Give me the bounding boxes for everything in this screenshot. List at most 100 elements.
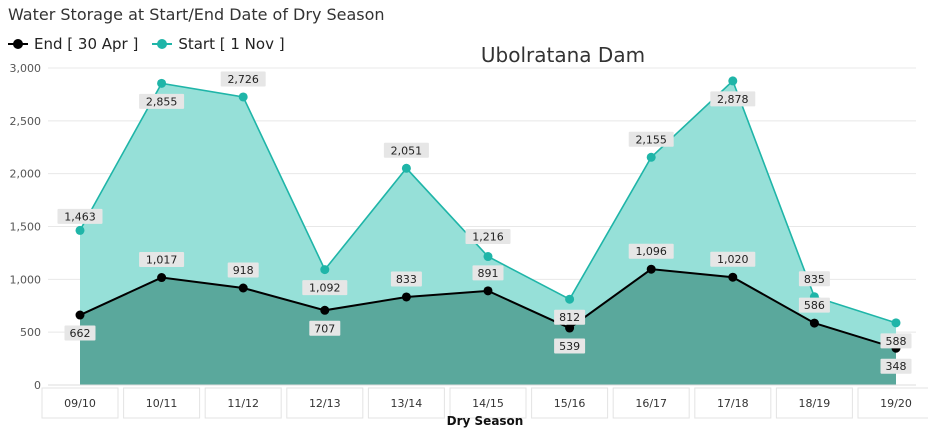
x-tick-label: 12/13 [309,397,341,410]
end-data-label: 586 [804,299,825,312]
start-data-label-bg [554,309,586,325]
end-data-label: 833 [396,273,417,286]
start-data-label: 2,855 [146,95,178,108]
end-data-label-bg [554,338,586,354]
start-data-label: 588 [886,335,907,348]
end-data-label: 1,020 [717,253,749,266]
page-title: Water Storage at Start/End Date of Dry S… [8,5,385,24]
end-data-label: 662 [70,327,91,340]
x-category-cell [857,387,928,419]
y-tick-label: 2,500 [10,115,42,128]
start-data-label: 2,155 [635,133,667,146]
start-data-label: 2,878 [717,93,749,106]
x-tick-label: 15/16 [554,397,586,410]
start-data-label: 2,726 [227,73,259,86]
x-category-cell [449,387,527,419]
legend: End [ 30 Apr ] Start [ 1 Nov ] [8,35,299,53]
start-data-label: 1,216 [472,231,504,244]
x-category-cell [775,387,853,419]
x-tick-label: 14/15 [472,397,504,410]
end-point [238,283,248,293]
end-point [809,318,819,328]
start-data-label-bg [628,131,674,147]
start-data-label-bg [383,142,429,158]
end-data-label: 348 [886,360,907,373]
end-point [728,272,738,282]
start-data-label-bg [220,71,266,87]
start-data-label-bg [139,93,185,109]
y-tick-label: 0 [34,379,41,392]
start-data-label: 1,092 [309,282,341,295]
x-category-cell [123,387,201,419]
end-point [483,286,493,296]
end-data-label: 707 [314,322,335,335]
end-data-label-bg [880,358,912,374]
x-tick-label: 10/11 [146,397,178,410]
start-data-label: 1,463 [64,210,96,223]
start-data-label: 835 [804,273,825,286]
end-point [157,273,167,283]
x-tick-label: 17/18 [717,397,749,410]
y-tick-label: 1,000 [10,273,42,286]
start-point [157,78,167,88]
legend-end-label: End [ 30 Apr ] [34,35,139,53]
end-data-label-bg [227,262,259,278]
end-point [401,292,411,302]
start-data-label-bg [798,271,830,287]
y-tick-label: 2,000 [10,168,42,181]
end-data-label-bg [710,251,756,267]
start-data-label: 812 [559,311,580,324]
x-tick-label: 13/14 [391,397,423,410]
x-axis-title: Dry Season [447,414,524,428]
end-data-label-bg [309,320,341,336]
start-point [320,265,330,275]
start-point [483,252,493,262]
end-point [75,310,85,320]
start-data-label-bg [302,280,348,296]
x-tick-label: 16/17 [635,397,667,410]
end-data-label: 918 [233,264,254,277]
end-data-label-bg [798,297,830,313]
end-data-label-bg [628,243,674,259]
legend-end-marker-icon [8,38,28,50]
end-point [565,323,575,333]
start-data-label-bg [465,229,511,245]
y-tick-label: 3,000 [10,62,42,75]
legend-start-label: Start [ 1 Nov ] [178,35,285,53]
start-point [565,294,575,304]
end-data-label: 891 [478,267,499,280]
x-category-cell [612,387,690,419]
legend-item-start[interactable]: Start [ 1 Nov ] [152,35,285,53]
start-point [75,225,85,235]
end-data-label-bg [472,265,504,281]
x-tick-label: 19/20 [880,397,912,410]
x-category-cell [694,387,772,419]
end-area [80,269,896,385]
end-data-label: 1,017 [146,254,178,267]
start-point [728,76,738,86]
x-tick-label: 18/19 [799,397,831,410]
start-point [401,163,411,173]
y-tick-label: 500 [20,326,41,339]
start-data-label-bg [880,333,912,349]
chart-title: Ubolratana Dam [481,43,645,67]
start-point [238,92,248,102]
y-tick-label: 1,500 [10,221,42,234]
legend-start-marker-icon [152,38,173,50]
end-data-label: 1,096 [635,245,667,258]
end-data-label-bg [64,325,96,341]
x-category-cell [286,387,364,419]
start-data-label-bg [57,208,103,224]
start-point [891,318,901,328]
x-tick-label: 09/10 [64,397,96,410]
x-category-cell [367,387,445,419]
end-data-label-bg [390,271,422,287]
start-data-label: 2,051 [391,144,423,157]
start-data-label-bg [710,91,756,107]
x-tick-label: 11/12 [227,397,259,410]
end-point [320,305,330,315]
end-data-label-bg [139,252,185,268]
legend-item-end[interactable]: End [ 30 Apr ] [8,35,138,53]
x-category-cell [204,387,282,419]
